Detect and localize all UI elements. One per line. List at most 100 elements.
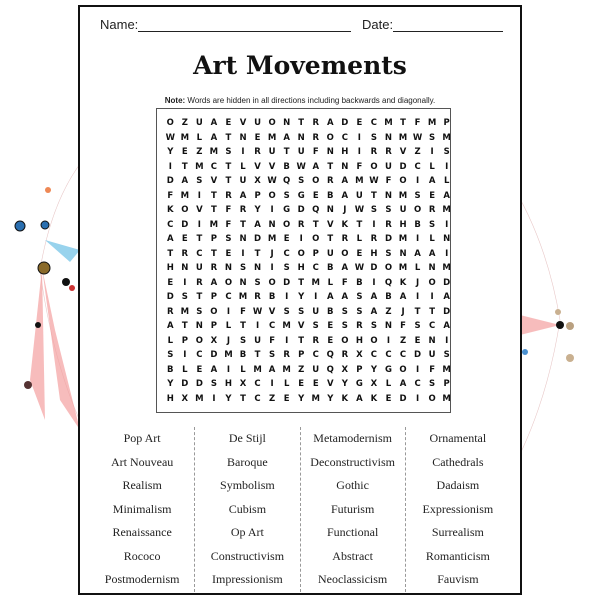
grid-letter[interactable]: P bbox=[443, 118, 450, 128]
grid-letter[interactable]: I bbox=[415, 292, 420, 302]
grid-letter[interactable]: C bbox=[210, 161, 218, 172]
grid-letter[interactable]: N bbox=[239, 277, 247, 288]
grid-letter[interactable]: A bbox=[399, 292, 407, 302]
grid-letter[interactable]: S bbox=[269, 350, 276, 360]
grid-letter[interactable]: D bbox=[443, 306, 451, 317]
grid-letter[interactable]: M bbox=[282, 364, 291, 375]
grid-letter[interactable]: O bbox=[210, 306, 218, 317]
grid-letter[interactable]: I bbox=[445, 335, 449, 346]
grid-letter[interactable]: V bbox=[297, 321, 305, 331]
grid-letter[interactable]: Y bbox=[298, 393, 305, 404]
grid-letter[interactable]: K bbox=[341, 219, 349, 230]
grid-letter[interactable]: E bbox=[225, 248, 232, 259]
grid-letter[interactable]: R bbox=[312, 335, 320, 346]
grid-letter[interactable]: O bbox=[297, 248, 305, 259]
grid-letter[interactable]: B bbox=[327, 263, 334, 273]
grid-letter[interactable]: T bbox=[254, 350, 261, 360]
grid-letter[interactable]: K bbox=[399, 277, 407, 288]
grid-letter[interactable]: N bbox=[428, 335, 436, 346]
grid-letter[interactable]: D bbox=[166, 292, 174, 302]
grid-letter[interactable]: S bbox=[429, 219, 436, 230]
grid-letter[interactable]: O bbox=[312, 176, 320, 186]
grid-letter[interactable]: U bbox=[254, 118, 261, 128]
grid-letter[interactable]: M bbox=[195, 393, 204, 404]
grid-letter[interactable]: L bbox=[356, 234, 363, 244]
grid-letter[interactable]: M bbox=[442, 205, 451, 215]
grid-letter[interactable]: M bbox=[267, 132, 277, 143]
grid-letter[interactable]: L bbox=[429, 234, 435, 244]
grid-letter[interactable]: O bbox=[384, 263, 393, 273]
grid-letter[interactable]: I bbox=[168, 161, 172, 172]
grid-letter[interactable]: B bbox=[268, 292, 276, 302]
grid-letter[interactable]: B bbox=[327, 306, 334, 317]
grid-letter[interactable]: D bbox=[181, 219, 189, 230]
grid-letter[interactable]: C bbox=[428, 321, 436, 331]
grid-letter[interactable]: C bbox=[283, 248, 290, 259]
grid-letter[interactable]: E bbox=[356, 118, 363, 128]
grid-letter[interactable]: R bbox=[341, 350, 349, 360]
grid-letter[interactable]: A bbox=[210, 364, 218, 375]
grid-letter[interactable]: R bbox=[181, 248, 189, 259]
grid-letter[interactable]: F bbox=[225, 205, 232, 215]
grid-letter[interactable]: E bbox=[181, 234, 188, 244]
grid-letter[interactable]: C bbox=[370, 118, 378, 128]
grid-letter[interactable]: M bbox=[427, 118, 437, 128]
grid-letter[interactable]: M bbox=[180, 190, 190, 201]
grid-letter[interactable]: C bbox=[414, 161, 421, 172]
grid-letter[interactable]: S bbox=[210, 379, 217, 389]
grid-letter[interactable]: W bbox=[412, 132, 423, 143]
grid-letter[interactable]: P bbox=[210, 292, 218, 302]
grid-letter[interactable]: E bbox=[312, 379, 319, 389]
grid-letter[interactable]: S bbox=[414, 321, 421, 331]
grid-letter[interactable]: R bbox=[167, 306, 174, 317]
grid-letter[interactable]: G bbox=[283, 205, 291, 215]
grid-letter[interactable]: D bbox=[384, 234, 392, 244]
grid-letter[interactable]: V bbox=[210, 176, 218, 186]
grid-letter[interactable]: X bbox=[210, 335, 218, 346]
grid-letter[interactable]: A bbox=[210, 118, 218, 128]
grid-letter[interactable]: E bbox=[385, 393, 392, 404]
grid-letter[interactable]: S bbox=[443, 350, 450, 360]
grid-letter[interactable]: U bbox=[195, 263, 203, 273]
grid-letter[interactable]: O bbox=[370, 161, 378, 172]
grid-letter[interactable]: H bbox=[166, 263, 174, 273]
grid-letter[interactable]: M bbox=[442, 364, 451, 375]
grid-letter[interactable]: A bbox=[268, 364, 276, 375]
grid-letter[interactable]: T bbox=[211, 205, 217, 215]
grid-letter[interactable]: T bbox=[356, 219, 363, 230]
grid-letter[interactable]: C bbox=[370, 350, 378, 360]
grid-letter[interactable]: V bbox=[254, 161, 261, 172]
grid-letter[interactable]: A bbox=[254, 219, 261, 230]
grid-letter[interactable]: D bbox=[443, 277, 451, 288]
grid-letter[interactable]: O bbox=[268, 190, 276, 201]
grid-letter[interactable]: G bbox=[297, 190, 305, 201]
grid-letter[interactable]: A bbox=[341, 176, 349, 186]
grid-letter[interactable]: U bbox=[195, 118, 203, 128]
grid-letter[interactable]: D bbox=[181, 379, 189, 389]
grid-letter[interactable]: A bbox=[312, 161, 320, 172]
grid-letter[interactable]: M bbox=[267, 234, 277, 244]
grid-letter[interactable]: I bbox=[241, 248, 245, 259]
grid-letter[interactable]: X bbox=[254, 176, 261, 186]
grid-letter[interactable]: A bbox=[166, 234, 174, 244]
grid-letter[interactable]: I bbox=[415, 364, 420, 375]
grid-letter[interactable]: S bbox=[443, 147, 450, 157]
grid-letter[interactable]: R bbox=[297, 219, 305, 230]
grid-letter[interactable]: U bbox=[428, 350, 436, 360]
grid-letter[interactable]: R bbox=[283, 350, 290, 360]
grid-letter[interactable]: A bbox=[443, 190, 450, 201]
grid-letter[interactable]: Z bbox=[399, 335, 407, 346]
grid-letter[interactable]: P bbox=[210, 234, 218, 244]
grid-letter[interactable]: C bbox=[312, 350, 319, 360]
grid-letter[interactable]: S bbox=[341, 306, 348, 317]
grid-letter[interactable]: I bbox=[241, 147, 245, 157]
grid-letter[interactable]: A bbox=[428, 248, 436, 259]
grid-letter[interactable]: R bbox=[196, 277, 203, 288]
grid-letter[interactable]: C bbox=[312, 263, 319, 273]
grid-letter[interactable]: A bbox=[326, 292, 334, 302]
grid-letter[interactable]: N bbox=[283, 118, 291, 128]
grid-letter[interactable]: J bbox=[270, 248, 274, 259]
grid-letter[interactable]: U bbox=[326, 248, 334, 259]
grid-letter[interactable]: I bbox=[285, 292, 289, 302]
grid-letter[interactable]: F bbox=[341, 277, 348, 288]
